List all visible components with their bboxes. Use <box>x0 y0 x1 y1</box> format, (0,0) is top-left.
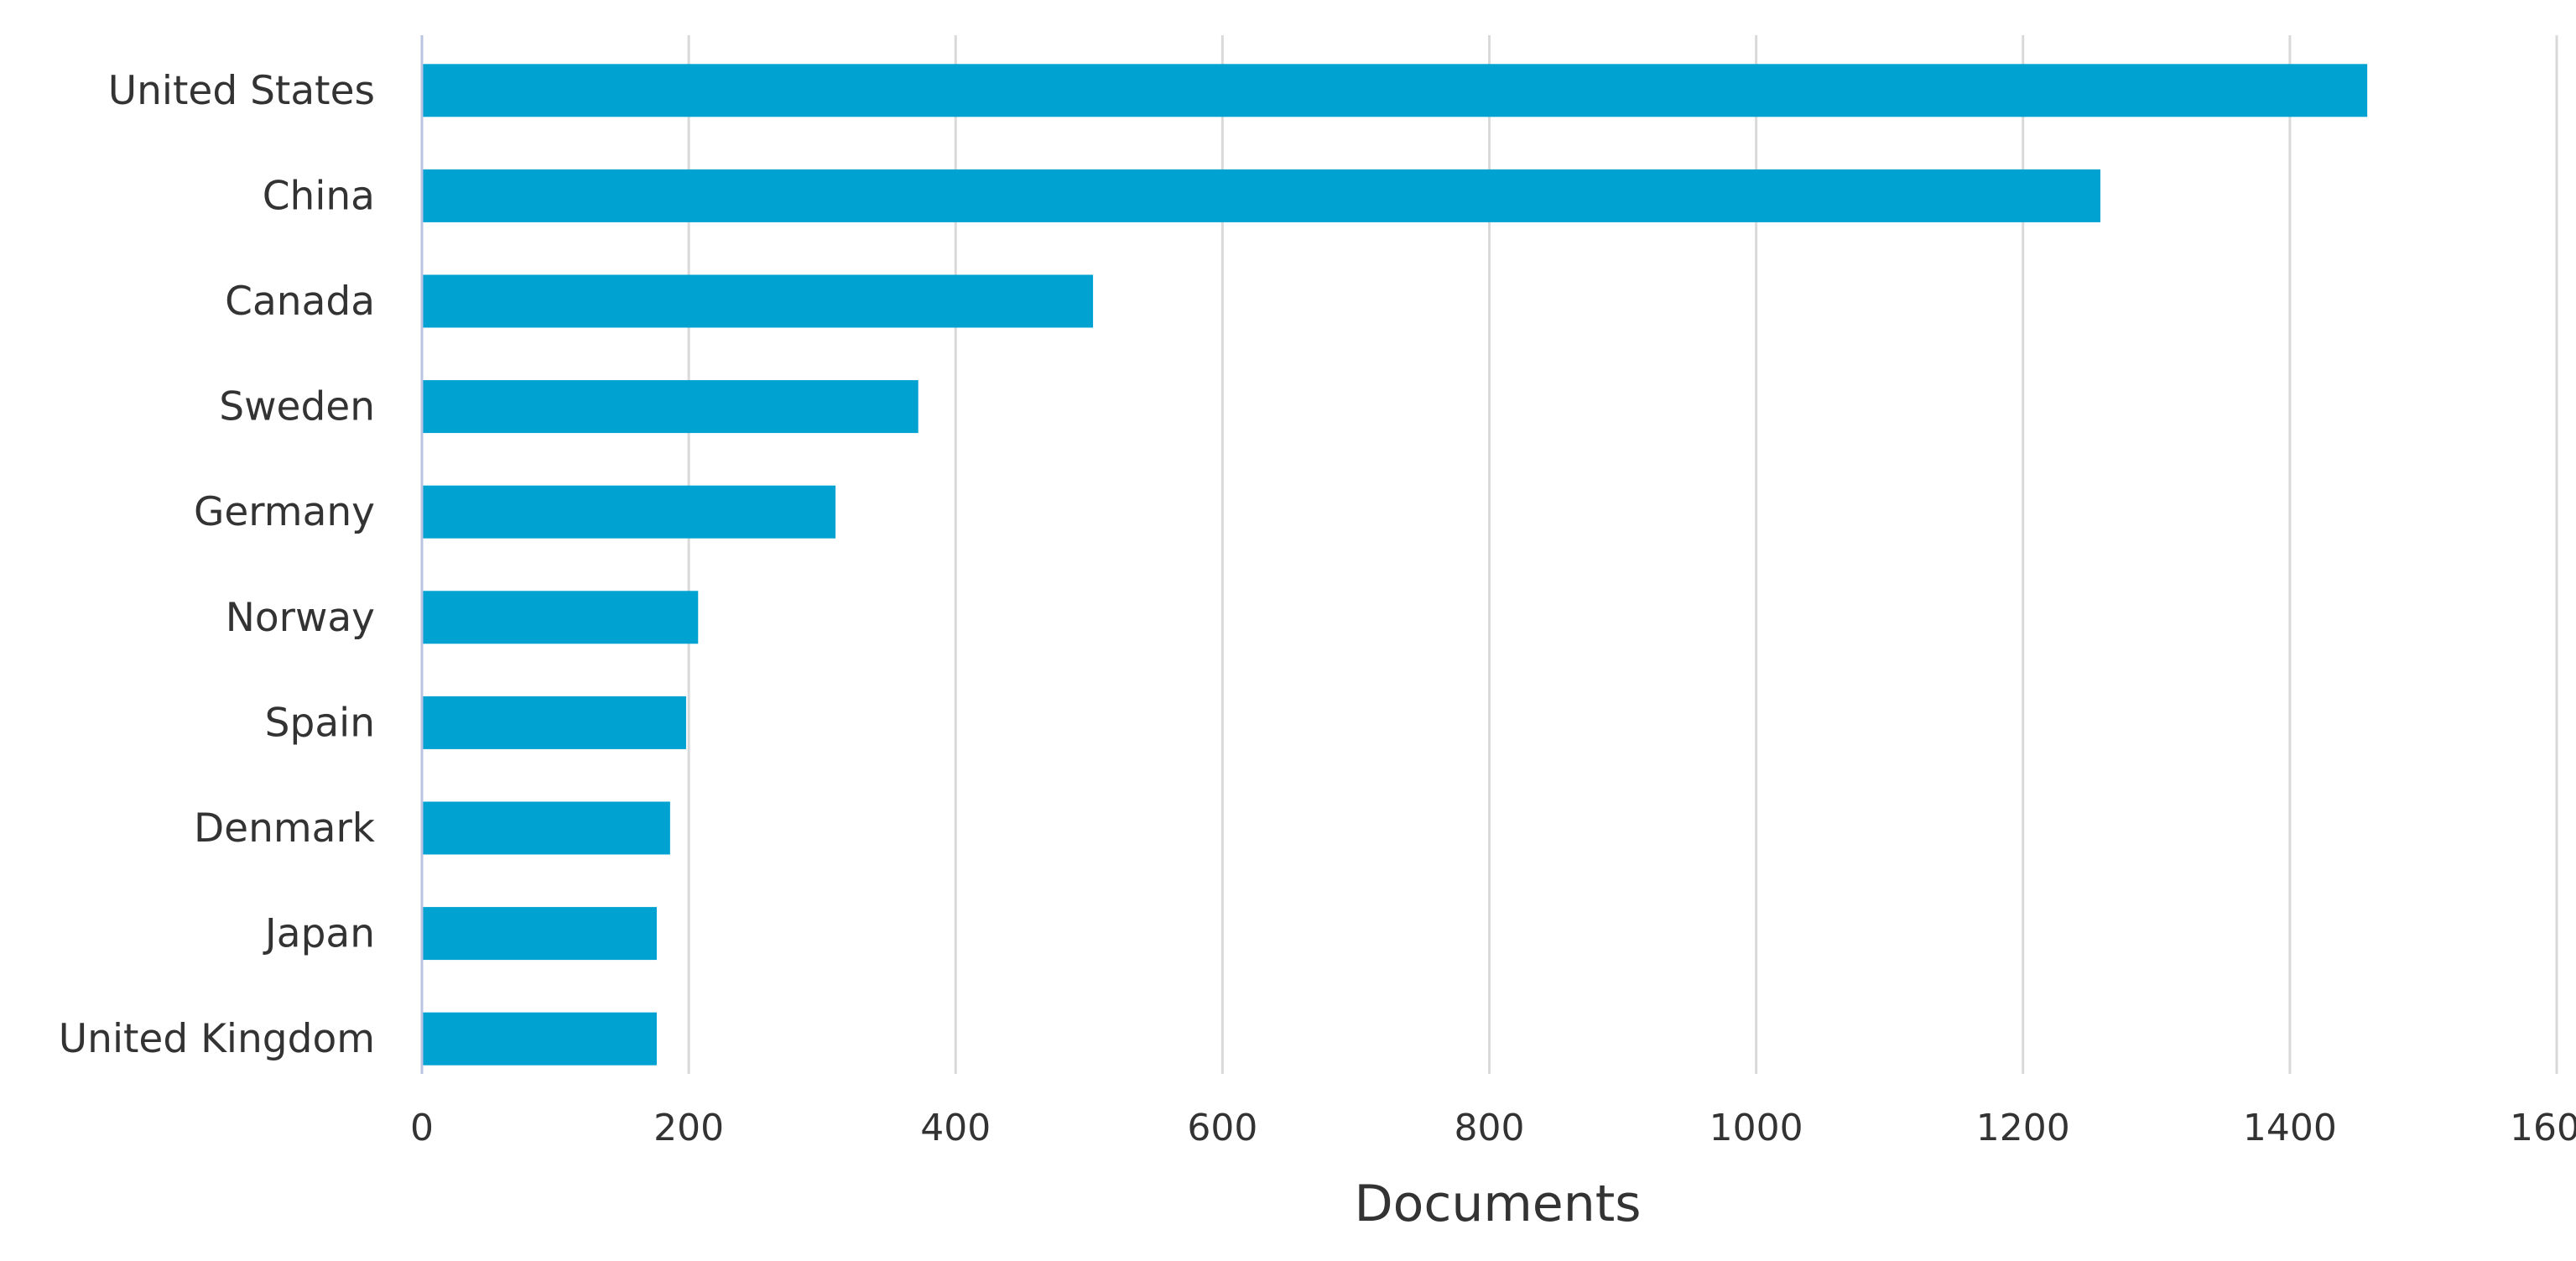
bar-sweden[interactable] <box>422 380 919 434</box>
category-label: Denmark <box>194 805 376 852</box>
x-tick-label: 1600 <box>2510 1107 2576 1149</box>
x-tick-labels: 0 200 400 600 800 1000 1200 1400 1600 <box>410 1107 2576 1149</box>
bar-spain[interactable] <box>422 696 686 749</box>
category-label: Germany <box>194 489 375 535</box>
category-label: Sweden <box>219 384 375 430</box>
category-label: Japan <box>263 911 375 957</box>
category-label: Spain <box>265 700 375 746</box>
bar-canada[interactable] <box>422 274 1094 328</box>
bar-united-kingdom[interactable] <box>422 1012 657 1066</box>
bar-japan[interactable] <box>422 907 657 961</box>
x-tick-label: 800 <box>1455 1107 1525 1149</box>
category-labels: United States China Canada Sweden Germany Nor… <box>59 68 376 1062</box>
x-tick-label: 400 <box>920 1107 991 1149</box>
category-label: United States <box>108 68 375 114</box>
bar-china[interactable] <box>422 169 2101 222</box>
bar-denmark[interactable] <box>422 801 670 855</box>
category-label: China <box>263 173 375 219</box>
x-tick-label: 1000 <box>1710 1107 1803 1149</box>
category-label: Canada <box>225 279 375 325</box>
bar-united-states[interactable] <box>422 64 2368 117</box>
bar-germany[interactable] <box>422 485 836 539</box>
x-tick-label: 1400 <box>2243 1107 2337 1149</box>
x-axis-title: Documents <box>1354 1175 1641 1233</box>
bars <box>422 64 2368 1066</box>
bar-norway[interactable] <box>422 591 699 644</box>
x-tick-label: 200 <box>653 1107 724 1149</box>
x-tick-label: 1200 <box>1976 1107 2070 1149</box>
x-tick-label: 0 <box>410 1107 434 1149</box>
category-label: United Kingdom <box>59 1016 375 1062</box>
category-label: Norway <box>226 595 375 641</box>
x-tick-label: 600 <box>1187 1107 1257 1149</box>
